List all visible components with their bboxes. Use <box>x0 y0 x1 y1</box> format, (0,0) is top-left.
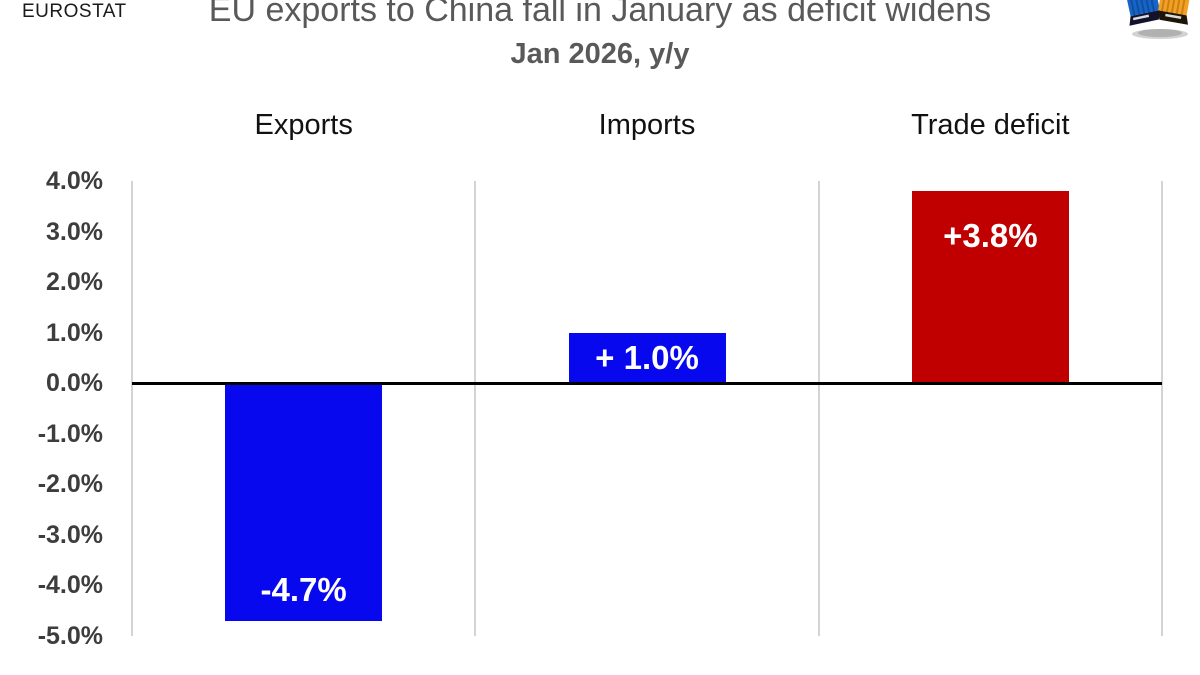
bar-value-label: +3.8% <box>943 217 1038 255</box>
y-tick-label: 0.0% <box>46 369 103 398</box>
chart-title: EU exports to China fall in January as d… <box>208 0 992 29</box>
bar-imports: + 1.0% <box>568 332 726 384</box>
bar-value-label: -4.7% <box>260 570 347 608</box>
y-tick-label: -1.0% <box>37 419 103 448</box>
y-tick-label: -4.0% <box>37 571 103 600</box>
y-tick-label: 2.0% <box>46 268 103 297</box>
bar-exports: -4.7% <box>225 383 383 621</box>
column-header-imports: Imports <box>598 109 696 141</box>
zero-axis-line <box>132 381 1162 385</box>
vertical-gridline <box>817 181 820 636</box>
y-tick-label: 3.0% <box>46 217 103 246</box>
vertical-gridline <box>1161 181 1163 636</box>
bar-trade-deficit: +3.8% <box>911 191 1069 384</box>
y-tick-label: -3.0% <box>37 520 103 549</box>
vertical-gridline <box>474 181 477 636</box>
column-header-trade-deficit: Trade deficit <box>911 109 1070 141</box>
bar-value-label: + 1.0% <box>595 338 699 376</box>
y-tick-label: 1.0% <box>46 318 103 347</box>
shipping-containers-icon <box>1127 0 1190 39</box>
vertical-gridline <box>131 181 133 636</box>
y-tick-label: -2.0% <box>37 470 103 499</box>
y-tick-label: -5.0% <box>37 622 103 650</box>
column-header-exports: Exports <box>254 109 353 141</box>
y-tick-label: 4.0% <box>46 167 103 195</box>
eurostat-source-label: EUROSTAT <box>22 1 127 22</box>
chart-subtitle: Jan 2026, y/y <box>510 38 690 70</box>
